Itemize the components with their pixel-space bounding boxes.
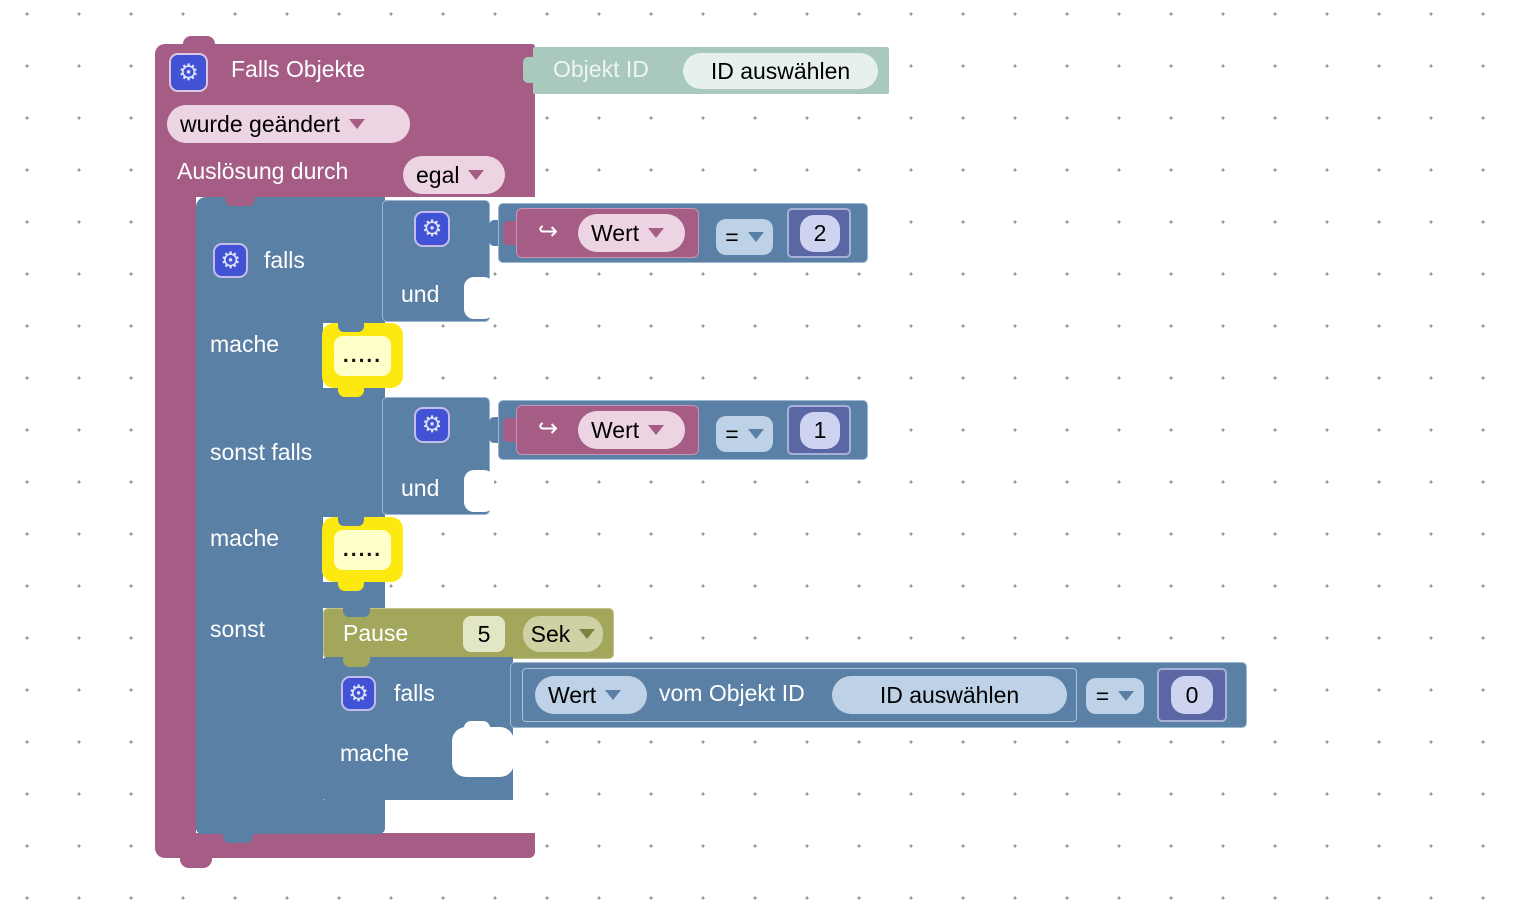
chevron-down-icon — [348, 119, 365, 129]
condition2-value-plug — [503, 418, 519, 442]
pause-unit-dropdown[interactable]: Sek — [523, 616, 603, 652]
object-block-plug — [523, 57, 536, 83]
and-block-2-gear-icon[interactable]: ⚙ — [414, 407, 450, 443]
chevron-down-icon — [1118, 691, 1135, 701]
insert-value-arrow-icon: ↪ — [538, 414, 559, 442]
if-gear-icon[interactable]: ⚙ — [213, 243, 248, 278]
gear-glyph: ⚙ — [220, 247, 241, 274]
pause-label: Pause — [343, 620, 409, 646]
nested-condition-plug — [500, 681, 513, 707]
if-block-falls-row[interactable] — [323, 197, 385, 323]
nested-if-falls-label: falls — [394, 680, 435, 706]
if-block-sonstfalls-row[interactable] — [323, 388, 385, 517]
chevron-down-icon — [747, 429, 764, 439]
placeholder-2-bottom-tab — [338, 581, 364, 591]
gear-glyph: ⚙ — [421, 216, 443, 242]
if-mache-label: mache — [210, 331, 280, 357]
chevron-down-icon — [579, 629, 596, 639]
condition1-field-value: Wert — [591, 219, 640, 246]
condition2-operator: = — [725, 420, 739, 447]
placeholder-2-top-notch — [338, 517, 364, 526]
placeholder-2-field[interactable]: ..... — [334, 530, 391, 570]
nested-if-gear-icon[interactable]: ⚙ — [341, 676, 376, 711]
insert-value-arrow-icon: ↪ — [538, 217, 559, 245]
nested-condition-source-label: vom Objekt ID — [659, 680, 805, 706]
object-id-field[interactable]: ID auswählen — [683, 53, 878, 89]
if-bottom-connector-tab — [223, 833, 253, 843]
condition2-number-field[interactable]: 1 — [800, 412, 840, 449]
object-id-label: Objekt ID — [553, 56, 649, 82]
and-block-1-label: und — [401, 281, 440, 307]
nested-condition-object-id-field[interactable]: ID auswählen — [832, 676, 1067, 714]
nested-if-top-connector — [343, 657, 370, 667]
condition1-field-dropdown[interactable]: Wert — [578, 214, 685, 252]
nested-condition-field-value: Wert — [548, 681, 597, 708]
placeholder-1-top-notch — [338, 323, 364, 332]
condition1-value-plug — [503, 221, 519, 245]
condition2-operator-dropdown[interactable]: = — [716, 416, 773, 452]
placeholder-1-bottom-tab — [338, 387, 364, 397]
pause-duration-field[interactable]: 5 — [463, 616, 505, 652]
event-dropdown-value: wurde geändert — [180, 110, 340, 137]
nested-condition-number-value: 0 — [1185, 681, 1199, 708]
object-id-field-value: ID auswählen — [710, 57, 851, 84]
trigger-by-label: Auslösung durch — [177, 158, 349, 184]
nested-if-bottom-tab — [343, 799, 370, 809]
if-falls-label: falls — [264, 247, 305, 273]
and-block-2-label: und — [401, 475, 440, 501]
if-mache2-label: mache — [210, 525, 280, 551]
trigger-title: Falls Objekte — [231, 56, 366, 82]
trigger-top-connector-tab — [183, 36, 215, 46]
trigger-gear-icon[interactable]: ⚙ — [169, 53, 208, 92]
condition1-operator-dropdown[interactable]: = — [716, 219, 773, 255]
trigger-block-spine[interactable] — [155, 196, 196, 834]
condition2-field-dropdown[interactable]: Wert — [578, 411, 685, 449]
and-block-1-empty-socket — [464, 277, 494, 319]
chevron-down-icon — [747, 232, 764, 242]
gear-glyph: ⚙ — [421, 412, 443, 438]
nested-condition-object-id-value: ID auswählen — [879, 681, 1020, 708]
placeholder-1-dots: ..... — [342, 344, 383, 367]
chevron-down-icon — [648, 425, 665, 435]
pause-top-notch — [343, 608, 370, 617]
condition2-number-value: 1 — [813, 417, 827, 443]
nested-condition-operator-dropdown[interactable]: = — [1086, 678, 1144, 714]
event-dropdown[interactable]: wurde geändert — [167, 105, 410, 143]
condition2-field-value: Wert — [591, 416, 640, 443]
if-sonst-falls-label: sonst falls — [210, 439, 313, 465]
pause-unit-value: Sek — [530, 620, 571, 647]
nested-if-socket-notch — [464, 721, 490, 731]
pause-duration-value: 5 — [477, 620, 491, 647]
gear-glyph: ⚙ — [178, 59, 199, 86]
if-sonst-label: sonst — [210, 616, 265, 642]
nested-condition-operator: = — [1095, 682, 1110, 709]
gear-glyph: ⚙ — [348, 680, 369, 707]
nested-condition-number-field[interactable]: 0 — [1171, 676, 1213, 714]
placeholder-2-dots: ..... — [342, 538, 383, 561]
condition1-operator: = — [725, 223, 739, 250]
nested-if-mache-label: mache — [340, 740, 410, 766]
chevron-down-icon — [605, 690, 622, 700]
chevron-down-icon — [468, 170, 485, 180]
if-block-body[interactable] — [196, 197, 323, 834]
and-block-2-empty-socket — [464, 470, 494, 512]
trigger-block-footer[interactable] — [155, 833, 535, 858]
if-top-connector-notch — [225, 196, 255, 206]
and-block-1-gear-icon[interactable]: ⚙ — [414, 211, 450, 247]
condition1-number-value: 2 — [813, 220, 827, 246]
trigger-by-dropdown[interactable]: egal — [403, 156, 505, 194]
chevron-down-icon — [648, 228, 665, 238]
nested-condition-field-dropdown[interactable]: Wert — [535, 676, 647, 714]
nested-if-empty-statement-socket — [452, 727, 514, 777]
trigger-bottom-connector-tab — [180, 857, 212, 868]
condition1-number-field[interactable]: 2 — [800, 215, 840, 252]
placeholder-1-field[interactable]: ..... — [334, 336, 391, 376]
trigger-by-value: egal — [416, 161, 460, 188]
